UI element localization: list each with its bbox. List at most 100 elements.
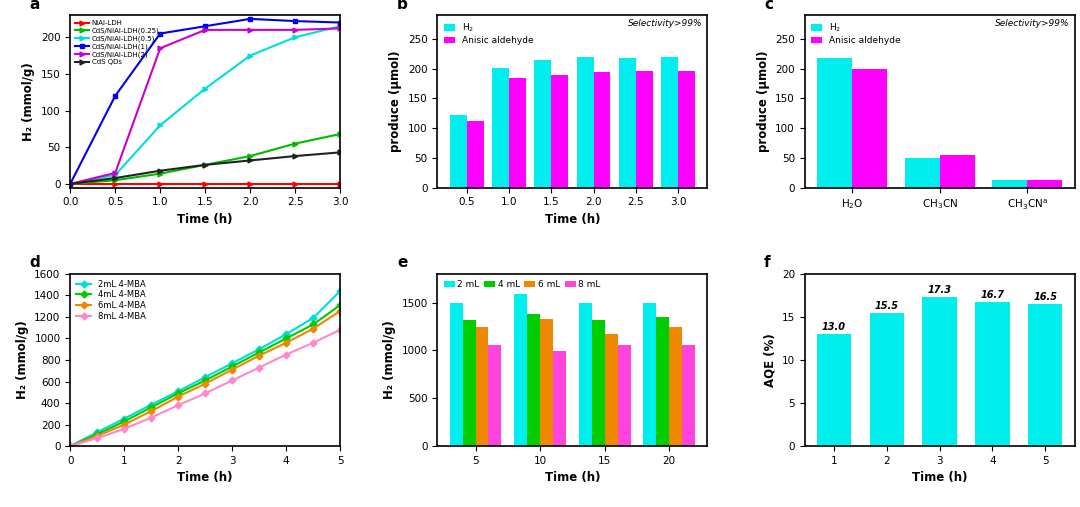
NiAl-LDH: [64, 181, 77, 187]
CdS/NiAl-LDH(0.5): [109, 172, 122, 178]
2mL 4-MBA: [226, 360, 239, 366]
Bar: [475, 328, 488, 446]
Bar: [683, 345, 696, 446]
2mL 4-MBA: [253, 346, 266, 352]
Legend: NiAl-LDH, CdS/NiAl-LDH(0.25), CdS/NiAl-LDH(0.5), CdS/NiAl-LDH(1), CdS/NiAl-LDH(2: NiAl-LDH, CdS/NiAl-LDH(0.25), CdS/NiAl-L…: [73, 19, 161, 66]
2mL 4-MBA: [64, 443, 77, 449]
Line: CdS/NiAl-LDH(0.25): CdS/NiAl-LDH(0.25): [68, 132, 342, 187]
8mL 4-MBA: [172, 402, 185, 408]
CdS/NiAl-LDH(2): [288, 27, 301, 33]
Line: CdS/NiAl-LDH(0.5): CdS/NiAl-LDH(0.5): [68, 24, 342, 187]
CdS/NiAl-LDH(1): [64, 181, 77, 187]
8mL 4-MBA: [199, 390, 212, 396]
Bar: [816, 334, 851, 446]
CdS QDs: [288, 153, 301, 159]
CdS QDs: [153, 168, 166, 174]
8mL 4-MBA: [307, 340, 320, 346]
Bar: [535, 60, 551, 188]
Bar: [1028, 304, 1063, 446]
CdS/NiAl-LDH(0.5): [244, 53, 257, 59]
Bar: [605, 334, 618, 446]
Bar: [619, 58, 636, 188]
NiAl-LDH: [244, 181, 257, 187]
Bar: [579, 304, 592, 446]
CdS/NiAl-LDH(0.25): [244, 153, 257, 159]
Bar: [657, 317, 670, 446]
CdS/NiAl-LDH(0.5): [153, 122, 166, 128]
4mL 4-MBA: [253, 349, 266, 355]
Bar: [869, 312, 904, 446]
8mL 4-MBA: [253, 365, 266, 371]
CdS/NiAl-LDH(0.5): [64, 181, 77, 187]
X-axis label: Time (h): Time (h): [177, 213, 233, 226]
Line: CdS/NiAl-LDH(1): CdS/NiAl-LDH(1): [68, 16, 342, 187]
Bar: [993, 180, 1027, 188]
X-axis label: Time (h): Time (h): [544, 472, 600, 484]
Y-axis label: produce (μmol): produce (μmol): [390, 51, 403, 152]
8mL 4-MBA: [118, 426, 131, 432]
CdS/NiAl-LDH(1): [199, 23, 212, 29]
CdS/NiAl-LDH(2): [334, 25, 347, 31]
Bar: [514, 294, 527, 446]
2mL 4-MBA: [199, 374, 212, 380]
4mL 4-MBA: [334, 302, 347, 308]
Bar: [540, 319, 553, 446]
CdS/NiAl-LDH(2): [64, 181, 77, 187]
CdS QDs: [244, 157, 257, 163]
2mL 4-MBA: [307, 315, 320, 321]
2mL 4-MBA: [280, 331, 293, 337]
CdS/NiAl-LDH(2): [109, 170, 122, 176]
2mL 4-MBA: [91, 429, 104, 435]
CdS/NiAl-LDH(0.5): [288, 34, 301, 40]
6mL 4-MBA: [307, 325, 320, 332]
Legend: H$_2$, Anisic aldehyde: H$_2$, Anisic aldehyde: [809, 20, 903, 47]
NiAl-LDH: [334, 181, 347, 187]
Text: Selectivity>99%: Selectivity>99%: [995, 19, 1069, 28]
Bar: [670, 328, 683, 446]
4mL 4-MBA: [91, 431, 104, 438]
6mL 4-MBA: [226, 367, 239, 373]
Bar: [467, 121, 484, 188]
6mL 4-MBA: [64, 443, 77, 449]
Bar: [618, 345, 631, 446]
Bar: [905, 159, 940, 188]
Text: b: b: [397, 0, 408, 12]
2mL 4-MBA: [172, 388, 185, 394]
CdS/NiAl-LDH(0.25): [109, 177, 122, 184]
Line: NiAl-LDH: NiAl-LDH: [68, 182, 342, 187]
6mL 4-MBA: [334, 308, 347, 314]
Bar: [577, 57, 594, 188]
CdS/NiAl-LDH(2): [244, 27, 257, 33]
Text: e: e: [397, 256, 407, 270]
Bar: [492, 67, 509, 188]
Bar: [509, 78, 526, 188]
X-axis label: Time (h): Time (h): [912, 472, 968, 484]
8mL 4-MBA: [334, 327, 347, 333]
4mL 4-MBA: [280, 336, 293, 342]
Text: Selectivity>99%: Selectivity>99%: [627, 19, 702, 28]
Bar: [1027, 180, 1063, 188]
Text: 16.7: 16.7: [981, 291, 1004, 301]
Text: 15.5: 15.5: [875, 301, 899, 311]
8mL 4-MBA: [145, 415, 158, 421]
Line: CdS/NiAl-LDH(2): CdS/NiAl-LDH(2): [68, 26, 342, 187]
8mL 4-MBA: [64, 443, 77, 449]
Bar: [940, 156, 974, 188]
Line: 6mL 4-MBA: 6mL 4-MBA: [68, 309, 342, 449]
4mL 4-MBA: [226, 364, 239, 370]
CdS QDs: [334, 150, 347, 156]
4mL 4-MBA: [145, 405, 158, 411]
6mL 4-MBA: [91, 433, 104, 439]
4mL 4-MBA: [172, 390, 185, 396]
Bar: [975, 302, 1010, 446]
2mL 4-MBA: [334, 288, 347, 294]
4mL 4-MBA: [199, 377, 212, 383]
8mL 4-MBA: [91, 435, 104, 441]
CdS/NiAl-LDH(1): [244, 16, 257, 22]
8mL 4-MBA: [280, 351, 293, 357]
Line: CdS QDs: CdS QDs: [68, 150, 342, 187]
Bar: [488, 345, 501, 446]
Y-axis label: AQE (%): AQE (%): [764, 333, 777, 387]
NiAl-LDH: [153, 181, 166, 187]
6mL 4-MBA: [199, 381, 212, 387]
